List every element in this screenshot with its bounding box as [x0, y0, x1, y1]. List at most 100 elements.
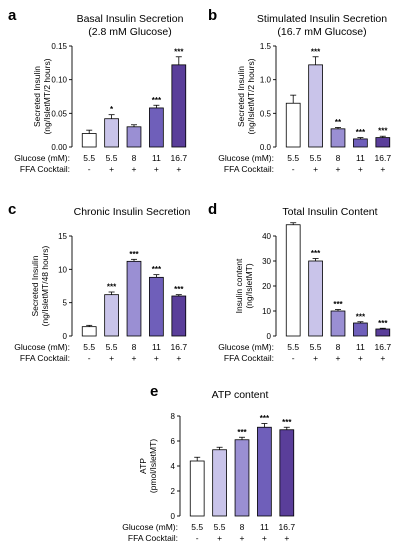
- glucose-label: 5.5: [214, 522, 226, 532]
- ffa-label: +: [132, 353, 137, 363]
- ffa-label: -: [88, 353, 91, 363]
- bar: [212, 449, 227, 517]
- panel-title: (16.7 mM Glucose): [277, 26, 366, 38]
- bar: [171, 295, 187, 337]
- panel-title: (2.8 mM Glucose): [88, 26, 171, 38]
- ffa-row-label: FFA Cocktail:: [224, 164, 274, 174]
- significance-marker: ***: [174, 285, 184, 294]
- bar: [308, 64, 323, 148]
- glucose-label: 8: [132, 153, 137, 163]
- glucose-label: 11: [356, 153, 365, 163]
- ffa-label: +: [176, 164, 181, 174]
- y-axis-label: Insulin content: [234, 258, 244, 313]
- glucose-row-label: Glucose (mM):: [14, 153, 70, 163]
- panel-letter: a: [8, 7, 17, 24]
- ffa-label: -: [196, 533, 199, 543]
- bar: [285, 102, 301, 148]
- significance-marker: ***: [378, 319, 388, 328]
- y-tick-label: 5: [63, 299, 68, 308]
- y-tick-label: 0.10: [51, 76, 67, 85]
- significance-marker: **: [335, 118, 342, 127]
- y-axis-label: (ng/IsletMT): [244, 263, 254, 309]
- ffa-row-label: FFA Cocktail:: [20, 164, 70, 174]
- y-tick-label: 1.0: [260, 76, 272, 85]
- y-tick-label: 0: [63, 332, 68, 341]
- y-tick-label: 6: [171, 437, 176, 446]
- panel-letter: d: [208, 201, 217, 218]
- ffa-label: +: [336, 353, 341, 363]
- bar: [81, 326, 97, 337]
- bar: [375, 137, 391, 148]
- bar: [104, 118, 119, 148]
- y-axis-label: Secreted Insulin: [32, 66, 42, 127]
- bar: [149, 276, 164, 337]
- ffa-label: +: [313, 164, 318, 174]
- y-axis-label: (pmol/IsletMT): [148, 439, 158, 493]
- y-axis-label: ATP: [138, 458, 148, 474]
- bar: [81, 133, 97, 148]
- y-tick-label: 20: [262, 282, 271, 291]
- ffa-label: +: [154, 353, 159, 363]
- glucose-label: 5.5: [83, 342, 95, 352]
- ffa-row-label: FFA Cocktail:: [128, 533, 178, 543]
- glucose-label: 8: [132, 342, 137, 352]
- ffa-label: -: [292, 353, 295, 363]
- glucose-label: 11: [152, 153, 161, 163]
- significance-marker: ***: [311, 47, 321, 56]
- glucose-label: 16.7: [279, 522, 296, 532]
- ffa-label: +: [176, 353, 181, 363]
- bar: [104, 294, 119, 337]
- y-tick-label: 0: [267, 332, 272, 341]
- significance-marker: *: [110, 105, 114, 114]
- glucose-row-label: Glucose (mM):: [218, 342, 274, 352]
- ffa-label: -: [88, 164, 91, 174]
- y-tick-label: 1.5: [260, 42, 272, 51]
- glucose-label: 5.5: [287, 342, 299, 352]
- ffa-label: +: [154, 164, 159, 174]
- glucose-label: 5.5: [106, 342, 118, 352]
- bar: [353, 322, 368, 337]
- glucose-label: 16.7: [375, 153, 392, 163]
- glucose-label: 5.5: [106, 153, 118, 163]
- ffa-row-label: FFA Cocktail:: [224, 353, 274, 363]
- significance-marker: ***: [260, 414, 270, 423]
- glucose-label: 11: [356, 342, 365, 352]
- y-tick-label: 30: [262, 257, 271, 266]
- glucose-row-label: Glucose (mM):: [218, 153, 274, 163]
- ffa-label: +: [109, 353, 114, 363]
- glucose-label: 8: [336, 153, 341, 163]
- glucose-label: 11: [260, 522, 269, 532]
- glucose-label: 5.5: [310, 153, 322, 163]
- panel-title: Stimulated Insulin Secretion: [257, 13, 387, 25]
- significance-marker: ***: [356, 312, 366, 321]
- glucose-label: 8: [240, 522, 245, 532]
- y-tick-label: 40: [262, 232, 271, 241]
- bar: [353, 138, 368, 148]
- significance-marker: ***: [356, 128, 366, 137]
- ffa-label: +: [240, 533, 245, 543]
- glucose-row-label: Glucose (mM):: [122, 522, 178, 532]
- significance-marker: ***: [282, 418, 292, 427]
- bar: [375, 328, 391, 337]
- ffa-label: +: [109, 164, 114, 174]
- glucose-label: 5.5: [83, 153, 95, 163]
- y-tick-label: 2: [171, 487, 176, 496]
- ffa-label: +: [217, 533, 222, 543]
- bar: [149, 107, 164, 148]
- panel-letter: c: [8, 201, 16, 218]
- y-tick-label: 0.15: [51, 42, 67, 51]
- bar: [330, 310, 346, 337]
- y-tick-label: 0: [171, 512, 176, 521]
- glucose-label: 16.7: [171, 153, 188, 163]
- y-axis-label: (ng/IsletMT/2 hours): [246, 58, 256, 134]
- y-tick-label: 10: [58, 265, 67, 274]
- bar: [285, 224, 301, 337]
- ffa-label: +: [313, 353, 318, 363]
- panel-title: Chronic Insulin Secretion: [74, 206, 191, 218]
- panel-d: d Total Insulin Content 0 10 20 30 40 Insulin c…: [208, 201, 391, 363]
- panel-letter: b: [208, 7, 217, 24]
- significance-marker: ***: [237, 428, 247, 437]
- bar: [279, 429, 295, 517]
